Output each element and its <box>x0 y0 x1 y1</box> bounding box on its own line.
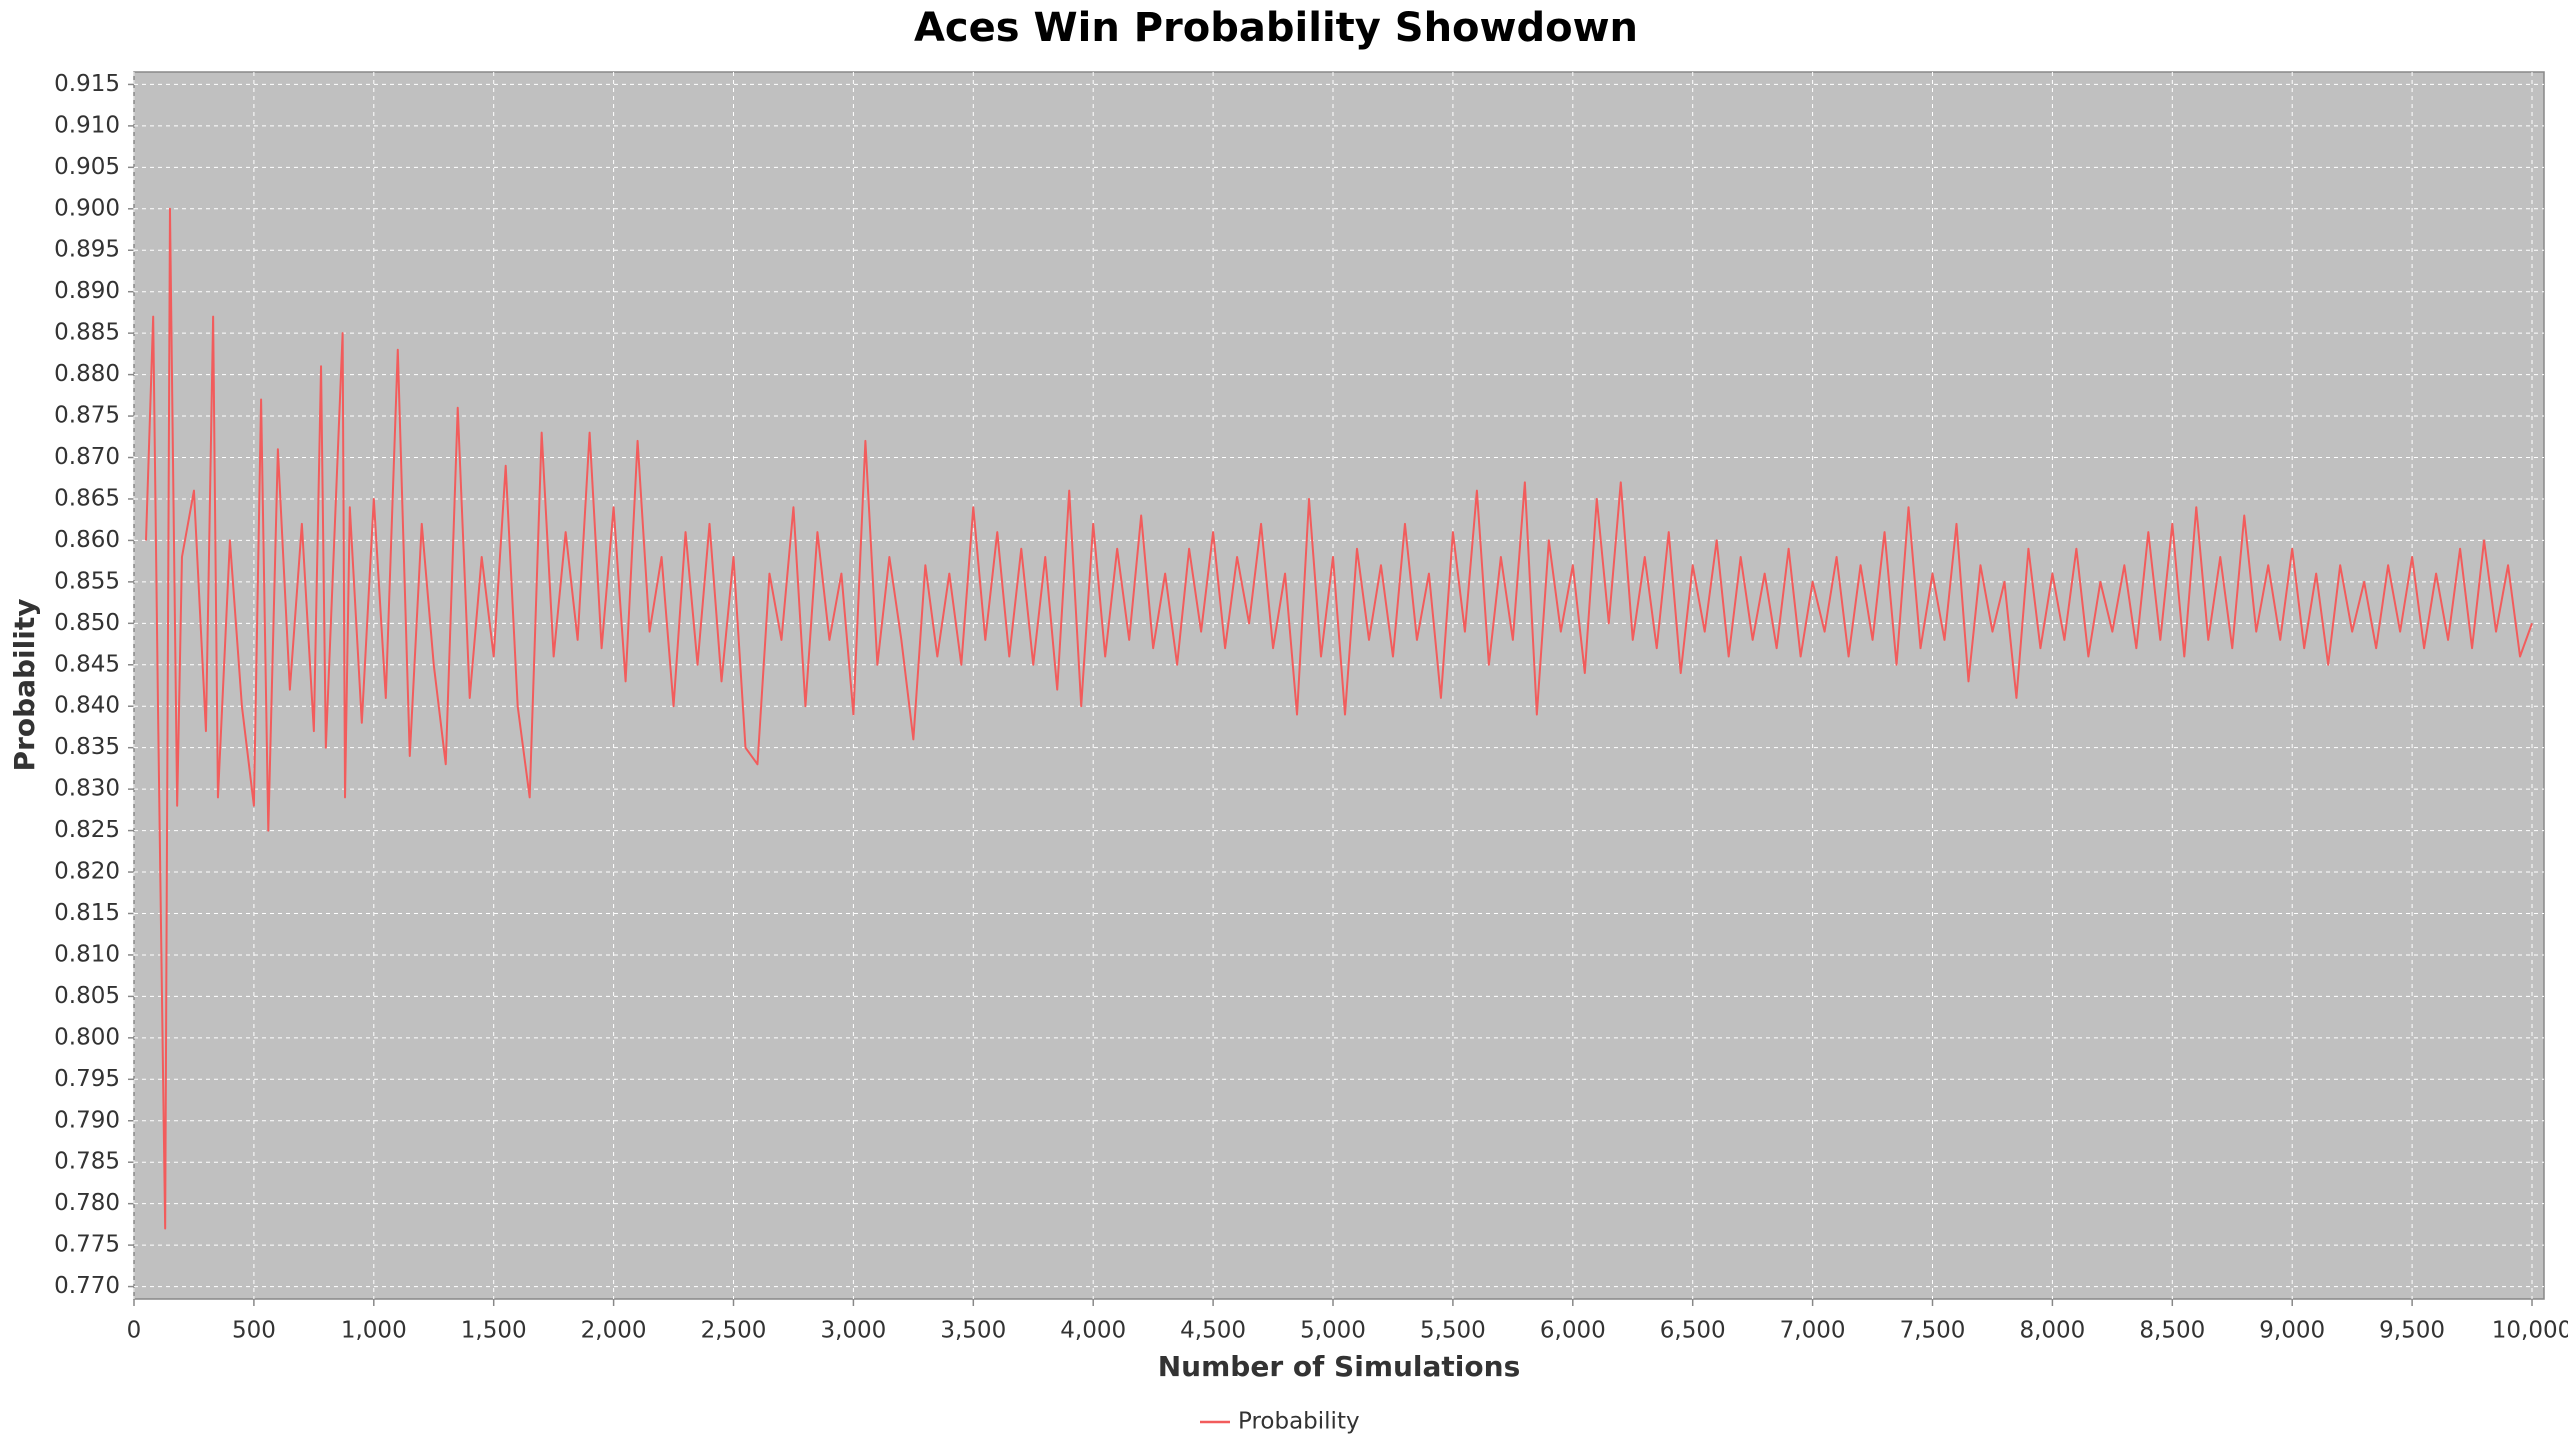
y-tick-label: 0.855 <box>54 568 120 594</box>
y-tick-label: 0.770 <box>54 1273 120 1299</box>
y-tick-label: 0.875 <box>54 403 120 429</box>
y-tick-label: 0.810 <box>54 941 120 967</box>
y-tick-label: 0.880 <box>54 361 120 387</box>
x-tick-label: 9,500 <box>2379 1318 2445 1344</box>
y-tick-label: 0.845 <box>54 651 120 677</box>
y-tick-label: 0.850 <box>54 610 120 636</box>
y-tick-label: 0.895 <box>54 237 120 263</box>
x-tick-label: 6,500 <box>1660 1318 1726 1344</box>
y-tick-label: 0.915 <box>54 71 120 97</box>
y-tick-label: 0.815 <box>54 900 120 926</box>
x-tick-label: 9,000 <box>2259 1318 2325 1344</box>
x-tick-label: 5,500 <box>1420 1318 1486 1344</box>
y-tick-label: 0.805 <box>54 983 120 1009</box>
x-tick-label: 10,000 <box>2492 1318 2568 1344</box>
legend-label: Probability <box>1238 1409 1360 1435</box>
x-tick-label: 0 <box>127 1318 142 1344</box>
x-tick-label: 8,500 <box>2139 1318 2205 1344</box>
x-tick-label: 1,000 <box>341 1318 407 1344</box>
data-line <box>144 207 2533 1230</box>
x-tick-label: 3,500 <box>940 1318 1006 1344</box>
y-tick-label: 0.790 <box>54 1107 120 1133</box>
plot-area <box>133 71 2545 1300</box>
y-tick-label: 0.775 <box>54 1232 120 1258</box>
y-tick-label: 0.785 <box>54 1149 120 1175</box>
y-tick-label: 0.910 <box>54 112 120 138</box>
x-tick-label: 7,000 <box>1780 1318 1846 1344</box>
y-tick-label: 0.870 <box>54 444 120 470</box>
x-tick-label: 2,000 <box>581 1318 647 1344</box>
y-tick-label: 0.835 <box>54 734 120 760</box>
x-tick-label: 4,000 <box>1060 1318 1126 1344</box>
x-tick-label: 2,500 <box>701 1318 767 1344</box>
y-tick-label: 0.905 <box>54 154 120 180</box>
y-tick-label: 0.780 <box>54 1190 120 1216</box>
x-tick-label: 5,000 <box>1300 1318 1366 1344</box>
y-tick-label: 0.900 <box>54 195 120 221</box>
y-tick-label: 0.890 <box>54 278 120 304</box>
y-axis-label: Probability <box>8 599 41 772</box>
x-tick-label: 500 <box>232 1318 276 1344</box>
y-tick-label: 0.800 <box>54 1024 120 1050</box>
y-tick-label: 0.825 <box>54 817 120 843</box>
x-tick-label: 1,500 <box>461 1318 527 1344</box>
chart-title: Aces Win Probability Showdown <box>914 5 1638 51</box>
y-tick-label: 0.865 <box>54 485 120 511</box>
x-tick-label: 3,000 <box>820 1318 886 1344</box>
x-axis-label: Number of Simulations <box>1158 1350 1520 1383</box>
y-tick-label: 0.840 <box>54 693 120 719</box>
x-tick-label: 6,000 <box>1540 1318 1606 1344</box>
x-tick-label: 7,500 <box>1900 1318 1966 1344</box>
y-tick-label: 0.860 <box>54 527 120 553</box>
y-tick-label: 0.795 <box>54 1066 120 1092</box>
x-tick-label: 4,500 <box>1180 1318 1246 1344</box>
x-tick-label: 8,000 <box>2019 1318 2085 1344</box>
y-tick-label: 0.820 <box>54 859 120 885</box>
y-tick-label: 0.830 <box>54 776 120 802</box>
y-tick-label: 0.885 <box>54 320 120 346</box>
